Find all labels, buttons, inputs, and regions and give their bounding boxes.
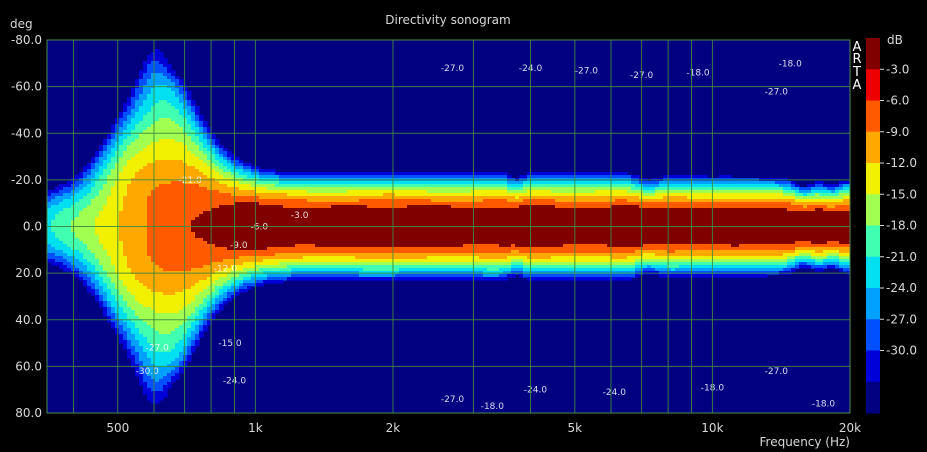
contour-label: -30.0 xyxy=(136,367,160,377)
contour-label: -18.0 xyxy=(686,69,710,79)
colorbar-segment xyxy=(866,350,880,383)
colorbar-tick-label: -3.0 xyxy=(886,62,909,76)
contour-label: -27.0 xyxy=(441,395,465,405)
x-tick-label: 5k xyxy=(568,421,583,435)
y-tick-label: 20.0 xyxy=(15,266,42,280)
colorbar-tick-label: -12.0 xyxy=(886,156,917,170)
y-tick-label: -40.0 xyxy=(11,126,42,140)
x-tick-label: 20k xyxy=(839,421,861,435)
y-tick-label: 60.0 xyxy=(15,359,42,373)
colorbar-segment xyxy=(866,38,880,70)
contour-label: -15.0 xyxy=(218,339,242,349)
contour-label: -27.0 xyxy=(765,87,789,97)
colorbar-tick-label: -21.0 xyxy=(886,250,917,264)
contour-label: -9.0 xyxy=(230,241,248,251)
svg-text:A: A xyxy=(853,40,862,55)
colorbar-tick-label: -9.0 xyxy=(886,125,909,139)
y-tick-label: -20.0 xyxy=(11,173,42,187)
x-tick-label: 1k xyxy=(248,421,263,435)
contour-label: -27.0 xyxy=(575,66,599,76)
colorbar-tick-label: -6.0 xyxy=(886,94,909,108)
y-tick-label: -80.0 xyxy=(11,33,42,47)
contour-label: -24.0 xyxy=(603,388,627,398)
contour-label: -27.0 xyxy=(441,64,465,74)
colorbar-tick-label: -15.0 xyxy=(886,187,917,201)
contour-label: -27.0 xyxy=(765,367,789,377)
colorbar-segment xyxy=(866,163,880,195)
x-tick-label: 10k xyxy=(701,421,723,435)
svg-text:A: A xyxy=(853,78,862,93)
colorbar-segment xyxy=(866,100,880,133)
arta-watermark: A R T A xyxy=(852,40,862,93)
contour-label: -24.0 xyxy=(524,386,548,396)
x-tick-label: 500 xyxy=(106,421,129,435)
colorbar-segment xyxy=(866,194,880,226)
colorbar-segment xyxy=(866,256,880,289)
contour-label: -18.0 xyxy=(481,402,505,412)
contour-label: -12.0 xyxy=(214,264,238,274)
contour-label: -6.0 xyxy=(251,223,269,233)
plot-border xyxy=(46,39,851,414)
chart-title: Directivity sonogram xyxy=(385,13,510,27)
colorbar-segment xyxy=(866,69,880,101)
colorbar-segment xyxy=(866,225,880,258)
y-tick-label: 80.0 xyxy=(15,406,42,420)
colorbar-tick-label: -27.0 xyxy=(886,312,917,326)
y-axis-ticks: -80.0 -60.0 -40.0 -20.0 0.0 20.0 40.0 60.0 80.0 xyxy=(11,33,42,420)
svg-text:T: T xyxy=(852,65,861,80)
y-axis-label: deg xyxy=(10,17,33,31)
contour-label: -21.0 xyxy=(179,176,203,186)
contour-label: -18.0 xyxy=(812,400,836,410)
colorbar-segment xyxy=(866,381,880,414)
contour-label: -18.0 xyxy=(779,59,803,69)
colorbar-tick-label: -18.0 xyxy=(886,219,917,233)
contour-label: -27.0 xyxy=(146,344,170,354)
colorbar-tick-label: -30.0 xyxy=(886,344,917,358)
y-tick-label: 0.0 xyxy=(23,220,42,234)
x-tick-label: 2k xyxy=(386,421,401,435)
x-axis-label: Frequency (Hz) xyxy=(760,435,851,449)
y-tick-label: 40.0 xyxy=(15,313,42,327)
colorbar-segment xyxy=(866,288,880,320)
contour-label: -3.0 xyxy=(291,211,309,221)
svg-text:R: R xyxy=(852,52,861,67)
colorbar-unit-label: dB xyxy=(887,33,903,47)
colorbar-segment xyxy=(866,131,880,164)
colorbar-tick-label: -24.0 xyxy=(886,281,917,295)
y-tick-label: -60.0 xyxy=(11,80,42,94)
x-axis-ticks: 500 1k 2k 5k 10k 20k xyxy=(106,421,861,435)
colorbar-segment xyxy=(866,319,880,351)
colorbar: -3.0 -6.0 -9.0 -12.0 -15.0 -18.0 -21.0 -24.0 -27… xyxy=(866,38,917,414)
